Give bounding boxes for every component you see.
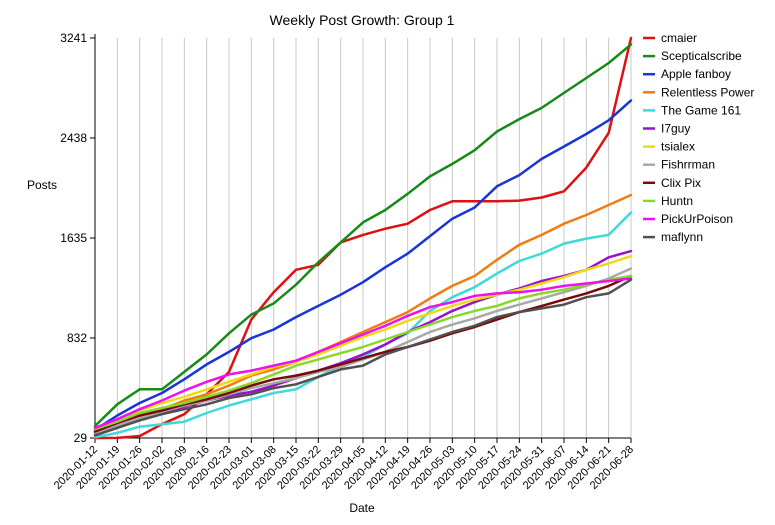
series-line [93,278,633,437]
series-line [93,43,633,428]
y-tick-label: 29 [74,431,88,445]
x-ticks: 2020-01-122020-01-192020-01-262020-02-02… [52,438,636,492]
series-line [93,193,633,436]
legend-label: tsialex [661,140,695,154]
series-line [93,99,633,432]
series-lines [93,36,633,440]
series-line [93,36,633,440]
y-tick-label: 3241 [60,31,87,45]
legend-label: Fishrrman [661,158,715,172]
legend-label: PickUrPoison [661,212,733,226]
legend-label: Huntn [661,194,693,208]
series-line [93,274,633,433]
y-tick-label: 2438 [60,131,87,145]
legend-label: I7guy [661,122,690,136]
legend-label: maflynn [661,230,703,244]
series-line [93,274,633,431]
y-axis-label: Posts [27,178,57,192]
series-line [93,211,633,439]
series-line [93,277,633,430]
x-axis-label: Date [349,501,375,515]
legend-label: cmaier [661,31,697,45]
legend-label: Clix Pix [661,176,701,190]
y-tick-label: 832 [67,331,87,345]
legend: cmaier Scepticalscribe Apple fanboy Relentl… [643,31,754,244]
grid-lines [94,38,632,438]
series-line [93,254,633,432]
legend-label: Apple fanboy [661,67,731,81]
legend-label: Relentless Power [661,85,754,99]
legend-label: Scepticalscribe [661,49,742,63]
legend-label: The Game 161 [661,103,741,117]
chart-title: Weekly Post Growth: Group 1 [270,12,455,28]
y-ticks: 29 832 1635 2438 3241 [60,31,95,445]
y-tick-label: 1635 [60,231,87,245]
